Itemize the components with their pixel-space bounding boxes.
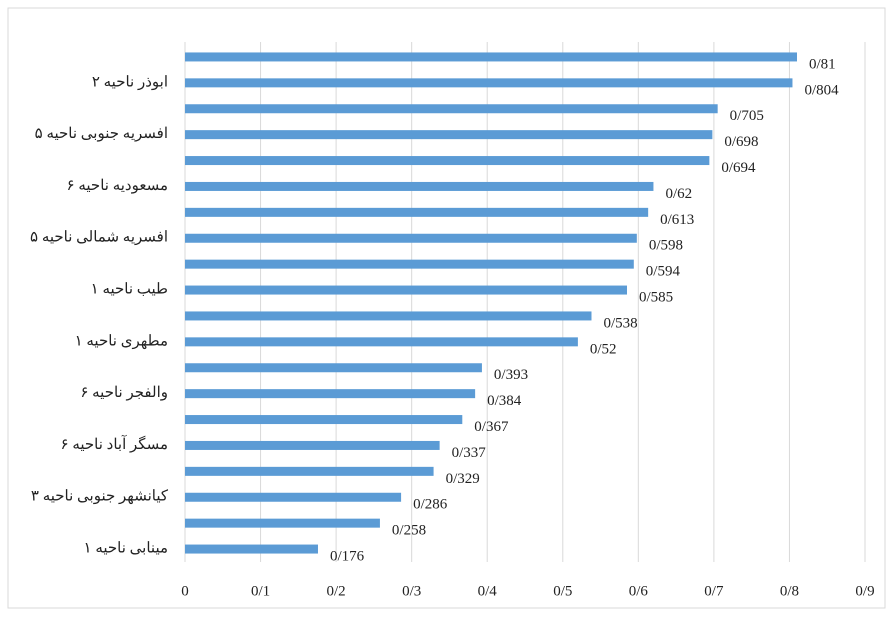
value-label: 0/804 — [804, 82, 839, 98]
value-label: 0/176 — [330, 548, 365, 564]
y-tick-label: والفجر ناحیه ۶ — [80, 385, 168, 401]
value-label: 0/81 — [809, 56, 836, 72]
bar — [185, 311, 592, 321]
bar — [185, 78, 793, 88]
x-tick-label: 0 — [181, 583, 189, 599]
bar — [185, 130, 713, 140]
value-label: 0/286 — [413, 497, 448, 513]
chart-border — [7, 7, 886, 609]
value-label: 0/705 — [730, 108, 764, 124]
value-label: 0/367 — [474, 419, 509, 435]
value-label: 0/585 — [639, 289, 673, 305]
y-tick-label: مسگر آباد ناحیه ۶ — [61, 435, 168, 453]
y-tick-label: مسعودیه ناحیه ۶ — [67, 178, 168, 194]
value-label: 0/598 — [649, 238, 683, 254]
bar — [185, 544, 318, 554]
x-tick-label: 0/3 — [402, 583, 421, 599]
value-label: 0/698 — [724, 134, 758, 150]
bar — [185, 104, 718, 114]
x-tick-label: 0/4 — [478, 583, 498, 599]
value-label: 0/62 — [665, 186, 692, 202]
x-tick-label: 0/5 — [553, 583, 572, 599]
y-tick-label: افسریه جنوبی ناحیه ۵ — [35, 126, 168, 142]
x-tick-label: 0/8 — [780, 583, 799, 599]
y-tick-label: کیانشهر جنوبی ناحیه ۳ — [31, 489, 169, 505]
bar — [185, 389, 476, 399]
y-tick-label: طیب ناحیه ۱ — [91, 281, 168, 297]
value-label: 0/384 — [487, 393, 522, 409]
bar — [185, 466, 434, 476]
y-tick-label: مینابی ناحیه ۱ — [84, 540, 168, 556]
x-tick-label: 0/9 — [855, 583, 874, 599]
bar — [185, 337, 578, 347]
bar — [185, 156, 710, 166]
x-tick-label: 0/2 — [327, 583, 346, 599]
y-tick-label: افسریه شمالی ناحیه ۵ — [30, 230, 168, 246]
bar — [185, 52, 797, 62]
value-label: 0/594 — [646, 264, 681, 280]
value-label: 0/52 — [590, 341, 617, 357]
bar — [185, 207, 649, 217]
x-tick-label: 0/6 — [629, 583, 649, 599]
bar — [185, 440, 440, 450]
value-label: 0/329 — [446, 471, 480, 487]
y-tick-label: ابوذر ناحیه ۲ — [92, 74, 168, 90]
value-label: 0/393 — [494, 367, 528, 383]
value-label: 0/337 — [452, 445, 487, 461]
bar — [185, 181, 654, 191]
value-label: 0/258 — [392, 523, 426, 539]
value-label: 0/694 — [721, 160, 756, 176]
y-tick-label: مطهری ناحیه ۱ — [75, 333, 168, 349]
bar — [185, 285, 627, 295]
x-tick-label: 0/7 — [704, 583, 724, 599]
value-label: 0/538 — [603, 315, 637, 331]
bar — [185, 259, 634, 269]
x-tick-label: 0/1 — [251, 583, 270, 599]
bar — [185, 492, 402, 502]
bar — [185, 363, 482, 373]
bar — [185, 415, 463, 425]
bar — [185, 518, 380, 528]
bar — [185, 233, 637, 243]
value-label: 0/613 — [660, 212, 694, 228]
